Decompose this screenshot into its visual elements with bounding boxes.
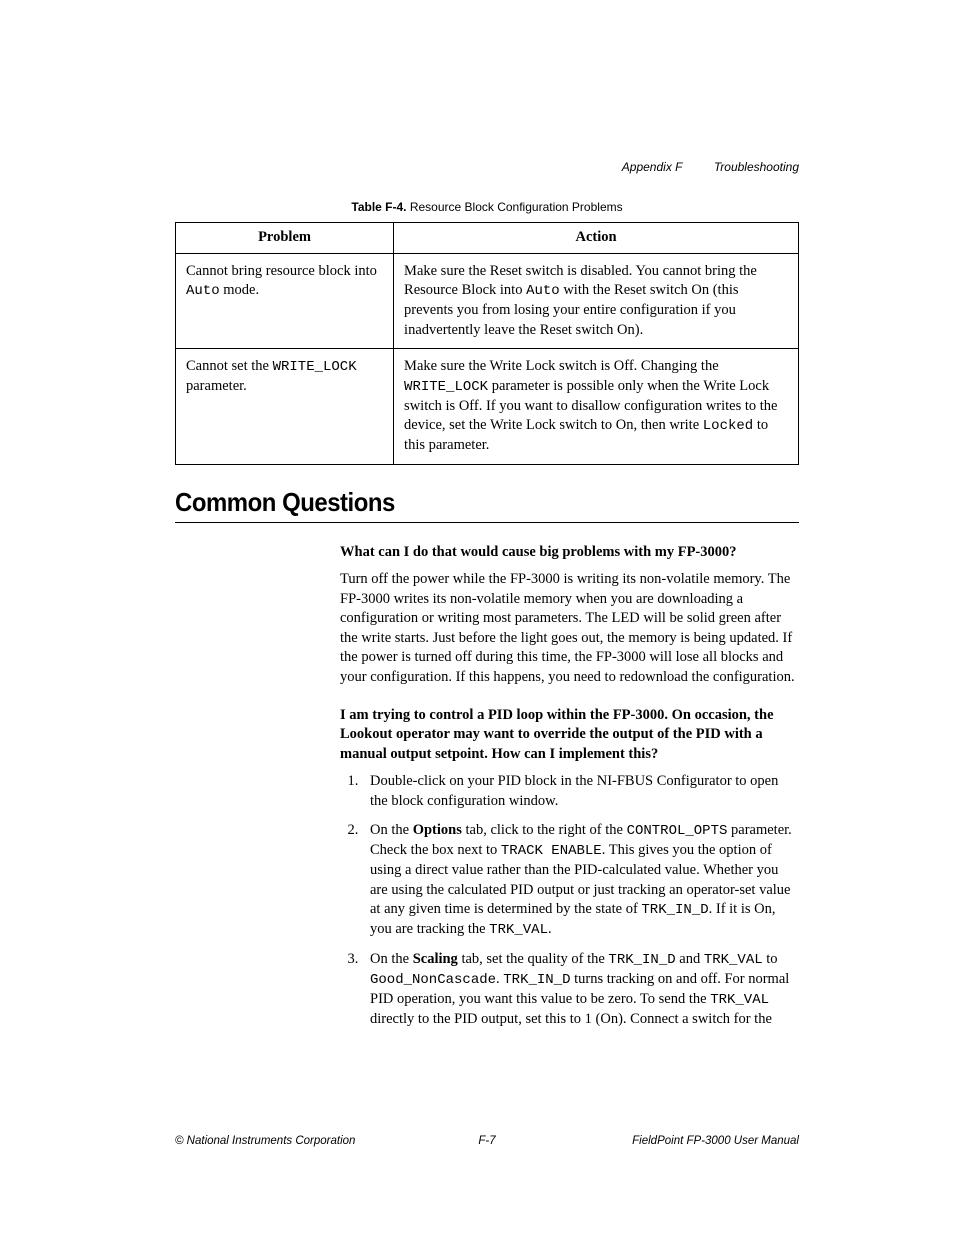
steps-list: Double-click on your PID block in the NI… <box>340 772 799 1029</box>
text: tab, click to the right of the <box>462 822 627 838</box>
code: Auto <box>186 283 220 299</box>
text: to <box>763 951 778 967</box>
code: CONTROL_OPTS <box>627 823 728 839</box>
code: TRK_VAL <box>489 922 548 938</box>
text: and <box>676 951 704 967</box>
table-caption-text: Resource Block Configuration Problems <box>410 200 623 214</box>
section-rule <box>175 522 799 523</box>
page: Appendix F Troubleshooting Table F-4. Re… <box>0 0 954 1235</box>
text: Cannot set the <box>186 358 273 374</box>
text: directly to the PID output, set this to … <box>370 1011 772 1027</box>
table-cell-action: Make sure the Reset switch is disabled. … <box>394 253 799 349</box>
code: TRK_VAL <box>704 952 763 968</box>
text: . <box>548 921 552 937</box>
text: mode. <box>220 282 259 298</box>
step-3: On the Scaling tab, set the quality of t… <box>362 950 799 1029</box>
table-row: Cannot bring resource block into Auto mo… <box>176 253 799 349</box>
code: TRK_IN_D <box>608 952 675 968</box>
step-1: Double-click on your PID block in the NI… <box>362 772 799 811</box>
text: On the <box>370 951 413 967</box>
code: WRITE_LOCK <box>404 379 488 395</box>
answer-1: Turn off the power while the FP-3000 is … <box>340 570 799 687</box>
text: parameter. <box>186 378 247 394</box>
code: Locked <box>703 418 753 434</box>
question-2: I am trying to control a PID loop within… <box>340 706 799 765</box>
bold: Scaling <box>413 951 458 967</box>
page-footer: F-7 © National Instruments Corporation F… <box>175 1135 799 1147</box>
table-caption-label: Table F-4. <box>351 200 406 214</box>
table-header-action: Action <box>394 223 799 254</box>
code: TRK_IN_D <box>641 902 708 918</box>
code: Auto <box>526 283 560 299</box>
text: tab, set the quality of the <box>458 951 609 967</box>
header-appendix: Appendix F <box>622 160 683 174</box>
table-caption: Table F-4. Resource Block Configuration … <box>175 200 799 214</box>
table-cell-action: Make sure the Write Lock switch is Off. … <box>394 349 799 464</box>
text: On the <box>370 822 413 838</box>
question-1: What can I do that would cause big probl… <box>340 543 799 563</box>
page-header: Appendix F Troubleshooting <box>622 160 799 174</box>
table-header-problem: Problem <box>176 223 394 254</box>
body-column: What can I do that would cause big probl… <box>340 543 799 1030</box>
table-cell-problem: Cannot bring resource block into Auto mo… <box>176 253 394 349</box>
code: Good_NonCascade <box>370 972 496 988</box>
section-heading: Common Questions <box>175 487 749 518</box>
code: TRK_VAL <box>710 992 769 1008</box>
table-cell-problem: Cannot set the WRITE_LOCK parameter. <box>176 349 394 464</box>
code: WRITE_LOCK <box>273 359 357 375</box>
text: Make sure the Write Lock switch is Off. … <box>404 358 719 374</box>
code: TRACK ENABLE <box>501 843 602 859</box>
bold: Options <box>413 822 462 838</box>
troubleshooting-table: Problem Action Cannot bring resource blo… <box>175 222 799 465</box>
header-title: Troubleshooting <box>714 160 799 174</box>
text: Double-click on your PID block in the NI… <box>370 773 778 809</box>
text: Cannot bring resource block into <box>186 263 377 279</box>
table-row: Cannot set the WRITE_LOCK parameter. Mak… <box>176 349 799 464</box>
step-2: On the Options tab, click to the right o… <box>362 821 799 940</box>
code: TRK_IN_D <box>503 972 570 988</box>
footer-page-number: F-7 <box>175 1135 799 1147</box>
